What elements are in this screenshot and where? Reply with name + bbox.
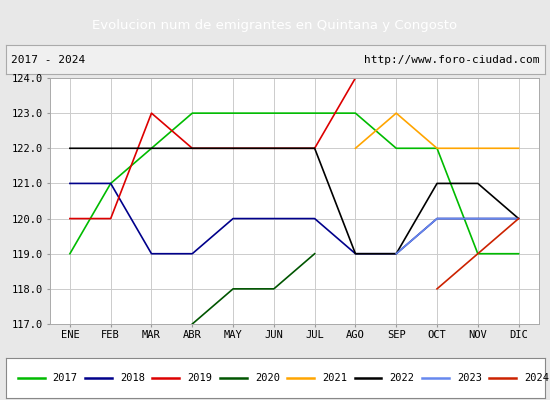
Text: 2022: 2022: [389, 373, 415, 383]
Text: 2018: 2018: [120, 373, 145, 383]
Text: 2020: 2020: [255, 373, 280, 383]
Text: 2021: 2021: [322, 373, 347, 383]
Text: Evolucion num de emigrantes en Quintana y Congosto: Evolucion num de emigrantes en Quintana …: [92, 18, 458, 32]
Text: 2024: 2024: [524, 373, 549, 383]
Text: 2019: 2019: [188, 373, 212, 383]
Text: http://www.foro-ciudad.com: http://www.foro-ciudad.com: [364, 55, 539, 65]
Text: 2017: 2017: [53, 373, 78, 383]
Text: 2017 - 2024: 2017 - 2024: [11, 55, 85, 65]
Text: 2023: 2023: [457, 373, 482, 383]
